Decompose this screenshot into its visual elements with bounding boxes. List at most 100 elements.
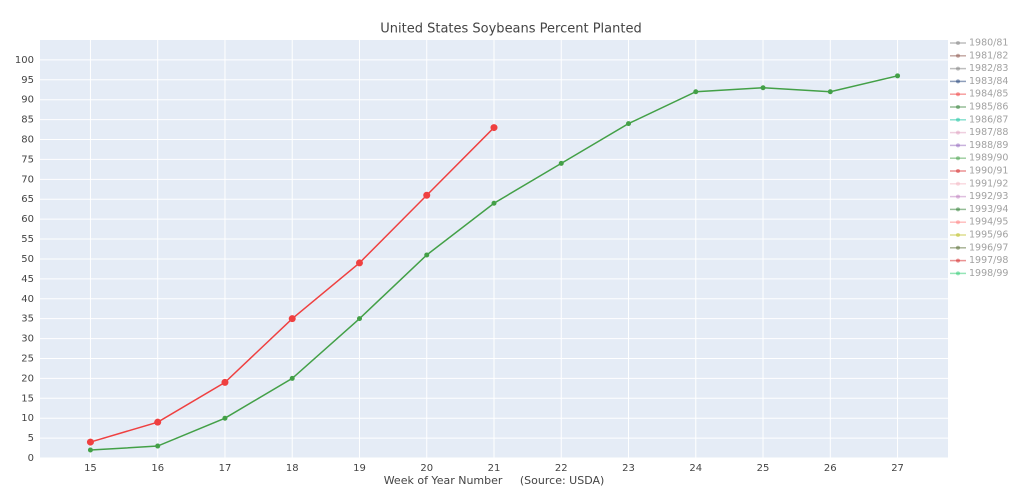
legend-marker <box>956 92 960 97</box>
legend-marker <box>956 233 960 237</box>
legend-label[interactable]: 1990/91 <box>969 166 1008 177</box>
legend-label[interactable]: 1994/95 <box>969 217 1008 228</box>
legend-item[interactable]: 1984/85 <box>950 89 1008 100</box>
legend-label[interactable]: 1998/99 <box>969 268 1008 279</box>
legend-label[interactable]: 1997/98 <box>969 255 1008 266</box>
data-point <box>693 89 699 95</box>
legend-marker <box>956 66 960 71</box>
legend-marker <box>956 220 960 225</box>
legend-item[interactable]: 1983/84 <box>950 76 1008 87</box>
data-point <box>155 443 161 449</box>
y-tick-label: 85 <box>21 115 34 126</box>
data-point <box>222 415 228 421</box>
y-tick-label: 50 <box>21 254 34 265</box>
legend-marker <box>956 79 960 84</box>
legend-item[interactable]: 1985/86 <box>950 102 1008 113</box>
y-tick-label: 90 <box>21 95 34 106</box>
legend-item[interactable]: 1986/87 <box>950 114 1008 125</box>
legend-item[interactable]: 1992/93 <box>950 191 1008 202</box>
legend-label[interactable]: 1988/89 <box>969 140 1008 151</box>
y-tick-label: 40 <box>21 294 34 305</box>
legend-marker <box>956 169 960 173</box>
data-point <box>423 191 431 199</box>
x-tick-label: 24 <box>689 463 702 474</box>
x-tick-label: 22 <box>555 463 568 474</box>
x-tick-label: 27 <box>891 463 904 474</box>
legend-item[interactable]: 1989/90 <box>950 153 1008 164</box>
legend-label[interactable]: 1989/90 <box>969 153 1008 164</box>
data-point <box>895 73 901 79</box>
legend-label[interactable]: 1992/93 <box>969 191 1008 202</box>
data-point <box>626 121 632 127</box>
legend-label[interactable]: 1980/81 <box>969 38 1008 49</box>
legend-label[interactable]: 1986/87 <box>969 114 1008 125</box>
legend-label[interactable]: 1993/94 <box>969 204 1008 215</box>
x-tick-label: 21 <box>488 463 501 474</box>
legend-item[interactable]: 1995/96 <box>950 230 1008 241</box>
y-tick-label: 100 <box>15 55 34 66</box>
legend-marker <box>956 271 960 276</box>
legend-label[interactable]: 1996/97 <box>969 242 1008 253</box>
data-point <box>87 447 93 453</box>
x-tick-label: 18 <box>286 463 299 474</box>
data-point <box>490 124 498 132</box>
series-group <box>86 73 901 453</box>
legend-marker <box>956 245 960 250</box>
x-tick-label: 17 <box>219 463 232 474</box>
legend-label[interactable]: 1982/83 <box>969 63 1008 74</box>
legend-label[interactable]: 1995/96 <box>969 230 1008 241</box>
legend-item[interactable]: 1987/88 <box>950 127 1008 138</box>
legend-item[interactable]: 1990/91 <box>950 166 1008 177</box>
data-point <box>86 438 94 446</box>
data-point <box>558 160 564 166</box>
legend-marker <box>956 207 960 212</box>
y-tick-label: 45 <box>21 274 34 285</box>
grid: 0 5 10 15 20 25 30 35 40 45 50 55 60 65 70 75 80 85 90 95 10… <box>15 40 948 474</box>
legend-marker <box>956 117 960 122</box>
y-tick-label: 5 <box>28 433 34 444</box>
y-tick-label: 30 <box>21 334 34 345</box>
y-tick-label: 65 <box>21 194 34 205</box>
legend-label[interactable]: 1981/82 <box>969 50 1008 61</box>
legend-marker <box>956 41 960 45</box>
legend-marker <box>956 105 960 109</box>
x-tick-label: 16 <box>151 463 164 474</box>
x-tick-label: 25 <box>757 463 770 474</box>
legend-item[interactable]: 1993/94 <box>950 204 1008 215</box>
x-axis-title: Week of Year Number (Source: USDA) <box>384 474 605 487</box>
legend-item[interactable]: 1980/81 <box>950 38 1008 49</box>
legend-label[interactable]: 1983/84 <box>969 76 1008 87</box>
legend-item[interactable]: 1996/97 <box>950 242 1008 253</box>
legend-label[interactable]: 1985/86 <box>969 102 1008 113</box>
y-tick-label: 35 <box>21 314 34 325</box>
legend-item[interactable]: 1982/83 <box>950 63 1008 74</box>
legend-label[interactable]: 1987/88 <box>969 127 1008 138</box>
legend-label[interactable]: 1984/85 <box>969 89 1008 100</box>
y-tick-label: 95 <box>21 75 34 86</box>
legend-marker <box>956 258 960 263</box>
data-point <box>288 315 296 323</box>
legend-item[interactable]: 1998/99 <box>950 268 1008 279</box>
y-tick-label: 10 <box>21 413 34 424</box>
legend-item[interactable]: 1991/92 <box>950 178 1008 189</box>
data-point <box>424 252 430 258</box>
y-tick-label: 75 <box>21 154 34 165</box>
legend-item[interactable]: 1981/82 <box>950 50 1008 61</box>
legend-marker <box>956 194 960 199</box>
legend-marker <box>956 143 960 148</box>
data-point <box>491 200 497 206</box>
legend-item[interactable]: 1997/98 <box>950 255 1008 266</box>
legend-label[interactable]: 1991/92 <box>969 178 1008 189</box>
legend-item[interactable]: 1994/95 <box>950 217 1008 228</box>
chart-title: United States Soybeans Percent Planted <box>380 22 641 37</box>
y-tick-label: 55 <box>21 234 34 245</box>
data-point <box>355 259 363 267</box>
legend-marker <box>956 130 960 135</box>
y-tick-label: 15 <box>21 393 34 404</box>
legend-marker <box>956 181 960 186</box>
x-tick-label: 15 <box>84 463 97 474</box>
legend-item[interactable]: 1988/89 <box>950 140 1008 151</box>
x-tick-label: 26 <box>824 463 837 474</box>
